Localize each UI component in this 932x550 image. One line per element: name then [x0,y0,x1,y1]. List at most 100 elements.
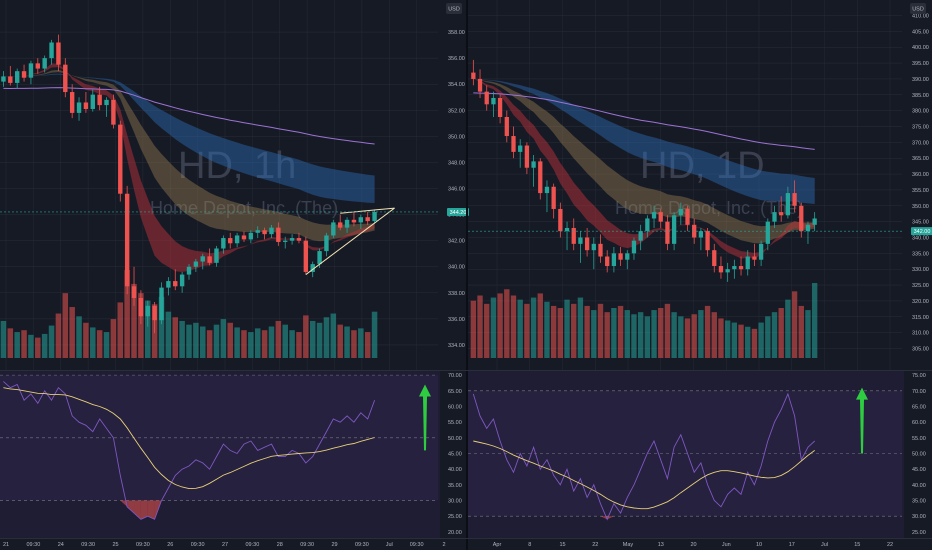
left-price-axis-bg [440,0,468,370]
candle-body [625,253,630,260]
volume-bar [671,312,677,358]
volume-bar [103,332,110,358]
rsi-tick-label: 45.00 [912,467,926,473]
candle-body [598,243,603,257]
candle-body [685,208,690,225]
candle-body [351,219,357,223]
price-tick-label: 340.00 [448,265,465,271]
left-time-axis: 21 09:30 24 09:30 25 09:30 26 09:30 27 09:30 28 09:… [3,542,446,548]
volume-bar [718,318,724,358]
right-chart-panel[interactable]: HD, 1D Home Depot, Inc. (The) 410.00405.… [468,0,932,550]
candle-body [805,224,811,232]
candle-body [145,305,150,317]
time-tick-label: 09:30 [26,542,40,548]
candle-body [779,212,784,216]
volume-bar [477,295,483,358]
rsi-tick-label: 60.00 [448,404,462,410]
volume-bar [484,303,490,358]
panel-divider[interactable] [466,0,468,550]
candle-body [296,238,302,241]
left-current-price-label: 344.20 [450,210,467,216]
time-tick-label: 09:30 [300,542,314,548]
price-tick-label: 352.00 [448,108,465,114]
volume-bar [738,324,744,358]
candle-body [90,94,95,109]
volume-bar [282,324,288,358]
volume-bar [778,308,784,358]
candle-body [725,269,730,273]
volume-bar [193,322,199,358]
volume-bar [303,315,309,358]
volume-bar [698,310,704,358]
left-chart-panel[interactable]: HD, 1h Home Depot, Inc. (The) 358.00 356.… [0,0,469,550]
volume-bar [261,330,268,358]
volume-bar [517,299,523,358]
candle-body [785,193,791,216]
rsi-tick-label: 55.00 [448,420,462,426]
volume-bar [584,305,590,358]
candle-body [544,186,550,194]
mid-ema-ribbon [473,78,815,244]
volume-bar [651,310,657,358]
candle-body [745,256,750,270]
volume-bar [158,296,165,358]
candle-body [76,102,82,113]
volume-bar [323,317,330,358]
time-tick-label: Jul [821,542,828,548]
price-tick-label: 395.00 [912,61,929,67]
green-up-arrow-icon [856,387,868,454]
rsi-line [472,392,816,521]
candle-body [765,221,770,244]
green-up-arrow-icon [419,384,431,451]
slow-ema-ribbon [3,73,375,203]
candle-body [584,237,590,251]
candle-body [166,281,171,288]
left-wedge-pattern [305,207,395,275]
right-watermark-ticker: HD, 1D [640,145,765,187]
candle-body [118,124,123,194]
candle-body [477,78,483,92]
volume-bar [631,314,637,358]
volume-bar [62,293,69,358]
volume-bar [504,289,510,358]
volume-bar [76,316,82,358]
candle-body [471,72,476,79]
candle-body [331,222,336,236]
rsi-line [3,381,376,520]
time-tick-label: 22 [592,542,598,548]
rsi-tick-label: 40.00 [448,467,462,473]
volume-bar [0,320,7,358]
volume-bar [358,328,364,358]
candle-body [97,94,102,106]
volume-bar [557,308,564,358]
mid-ema-ribbon [3,69,375,242]
volume-bar [220,319,227,358]
right-current-price-badge [911,227,932,236]
left-watermark-ticker: HD, 1h [178,145,296,187]
volume-bar [577,297,584,358]
candle-body [338,222,343,228]
price-tick-label: 356.00 [448,56,465,62]
candle-body [358,217,364,223]
price-tick-label: 320.00 [912,299,929,305]
volume-bar [364,332,371,358]
candle-body [248,232,254,240]
candle-body [104,99,109,106]
slow-ema-ribbon [473,78,815,204]
rsi-tick-label: 25.00 [448,514,462,520]
rsi-tick-label: 75.00 [912,373,926,379]
volume-bar [227,322,233,358]
volume-bar [745,326,751,358]
candle-body [14,71,20,83]
volume-bar [213,324,220,358]
price-tick-label: 335.00 [912,251,929,257]
price-tick-label: 400.00 [912,45,929,51]
volume-bar [124,270,130,358]
price-tick-label: 340.00 [912,235,929,241]
volume-bar [241,330,247,358]
price-tick-label: 346.00 [448,187,465,193]
candle-body [792,193,797,206]
candle-body [705,231,710,251]
rsi-tick-label: 70.00 [912,389,926,395]
